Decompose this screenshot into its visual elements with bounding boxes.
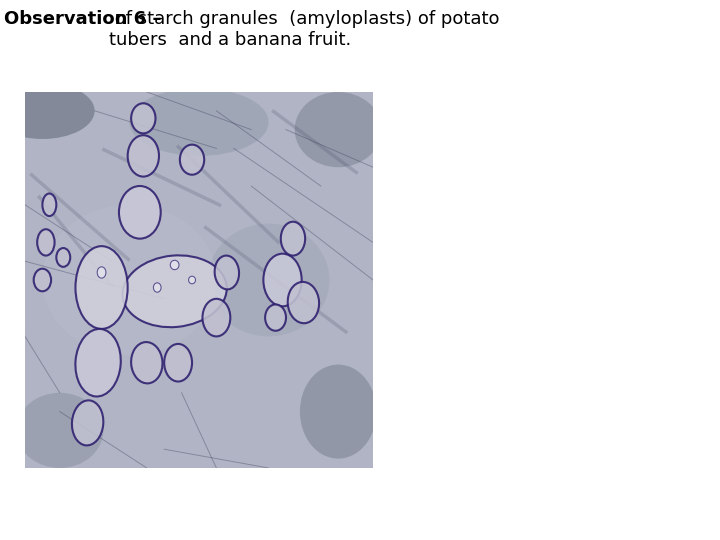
Ellipse shape — [127, 135, 159, 177]
Ellipse shape — [130, 88, 269, 156]
Ellipse shape — [76, 329, 121, 396]
Ellipse shape — [264, 254, 302, 306]
Ellipse shape — [265, 305, 286, 331]
Ellipse shape — [56, 248, 71, 267]
Ellipse shape — [189, 276, 196, 284]
Ellipse shape — [171, 260, 179, 269]
Ellipse shape — [97, 267, 106, 278]
Ellipse shape — [153, 283, 161, 292]
Ellipse shape — [202, 299, 230, 336]
Ellipse shape — [42, 205, 217, 355]
Ellipse shape — [207, 224, 330, 336]
Ellipse shape — [281, 222, 305, 255]
Ellipse shape — [37, 230, 55, 255]
Ellipse shape — [164, 344, 192, 382]
Ellipse shape — [215, 255, 239, 289]
Text: of starch granules  (amyloplasts) of potato
tubers  and a banana fruit.: of starch granules (amyloplasts) of pota… — [109, 10, 500, 49]
Text: Observation 6 –: Observation 6 – — [4, 10, 161, 28]
Ellipse shape — [131, 103, 156, 133]
Ellipse shape — [34, 269, 51, 291]
Ellipse shape — [131, 342, 163, 383]
Ellipse shape — [0, 83, 94, 139]
Ellipse shape — [180, 145, 204, 175]
Ellipse shape — [17, 393, 103, 468]
Ellipse shape — [72, 400, 104, 445]
Ellipse shape — [119, 186, 161, 239]
Ellipse shape — [288, 282, 319, 323]
Ellipse shape — [300, 364, 377, 458]
Ellipse shape — [76, 246, 127, 329]
Ellipse shape — [42, 193, 56, 216]
Ellipse shape — [294, 92, 382, 167]
Ellipse shape — [122, 255, 227, 327]
